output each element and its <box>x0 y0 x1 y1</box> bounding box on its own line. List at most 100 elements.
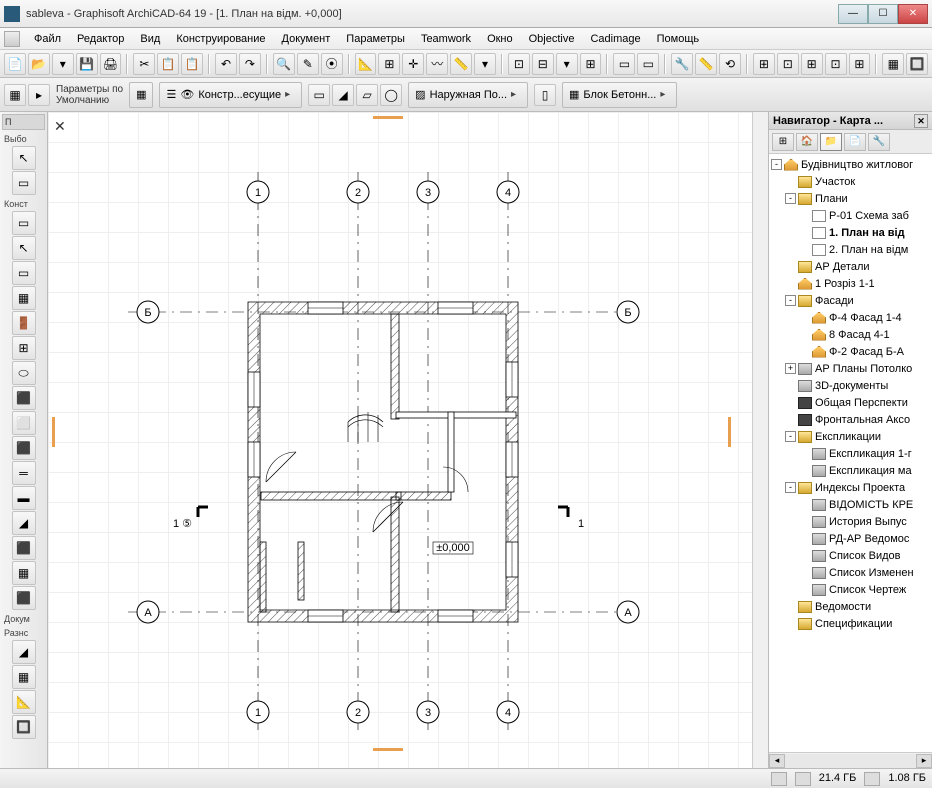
toolbar-button[interactable]: ✎ <box>297 53 319 75</box>
tool-button[interactable]: ◢ <box>12 640 36 664</box>
tree-node[interactable]: АР Детали <box>771 258 930 275</box>
tree-node[interactable]: Фронтальная Аксо <box>771 411 930 428</box>
tree-expander[interactable]: - <box>771 159 782 170</box>
tree-node[interactable]: -Фасади <box>771 292 930 309</box>
tree-expander[interactable] <box>799 227 810 238</box>
tree-expander[interactable] <box>799 210 810 221</box>
tool-button[interactable]: ⬛ <box>12 586 36 610</box>
status-icon-3[interactable] <box>864 772 880 786</box>
tree-node[interactable]: Р-01 Схема заб <box>771 207 930 224</box>
tree-expander[interactable] <box>799 533 810 544</box>
toolbar-button[interactable]: ⊞ <box>378 53 400 75</box>
toolbar-button[interactable]: 📐 <box>355 53 377 75</box>
navigator-close-button[interactable]: ✕ <box>914 114 928 128</box>
material-selector[interactable]: ▦ Блок Бетонн... ▸ <box>562 82 677 108</box>
tool-button[interactable]: ═ <box>12 461 36 485</box>
tree-node[interactable]: 1. План на від <box>771 224 930 241</box>
toolbar-button[interactable]: ⊞ <box>753 53 775 75</box>
tree-node[interactable]: Ф-2 Фасад Б-А <box>771 343 930 360</box>
tool-button[interactable]: ▭ <box>12 211 36 235</box>
tool-button[interactable]: ◢ <box>12 511 36 535</box>
tool-button[interactable]: ↖ <box>12 236 36 260</box>
toolbar-button[interactable]: ⊡ <box>777 53 799 75</box>
toolbar-button[interactable]: ▦ <box>882 53 904 75</box>
info-arrow[interactable]: ▸ <box>28 84 50 106</box>
toolbar-button[interactable]: 🔲 <box>906 53 928 75</box>
toolbar-button[interactable]: ▾ <box>474 53 496 75</box>
tree-node[interactable]: Список Чертеж <box>771 581 930 598</box>
tree-expander[interactable] <box>799 329 810 340</box>
scroll-left-button[interactable]: ◂ <box>769 754 785 768</box>
tree-node[interactable]: -Експликации <box>771 428 930 445</box>
minimize-button[interactable]: ― <box>838 4 868 24</box>
tree-node[interactable]: Участок <box>771 173 930 190</box>
scroll-right-button[interactable]: ▸ <box>916 754 932 768</box>
tree-expander[interactable] <box>799 448 810 459</box>
drawing-canvas[interactable]: ✕ 11223344ББАА±0,0001 ⑤1 <box>48 112 752 768</box>
toolbar-button[interactable]: 📏 <box>695 53 717 75</box>
status-icon-2[interactable] <box>795 772 811 786</box>
tree-expander[interactable] <box>785 176 796 187</box>
toolbar-button[interactable]: 📋 <box>181 53 203 75</box>
layer-selector[interactable]: ☰ 👁 Констр...есущие ▸ <box>159 82 302 108</box>
tree-node[interactable]: РД-АР Ведомос <box>771 530 930 547</box>
tree-expander[interactable]: - <box>785 295 796 306</box>
tree-node[interactable]: Общая Перспекти <box>771 394 930 411</box>
tree-expander[interactable]: - <box>785 431 796 442</box>
geom-2[interactable]: ◢ <box>332 84 354 106</box>
toolbar-button[interactable]: 📄 <box>4 53 26 75</box>
wall-type-selector[interactable]: ▨ Наружная По... ▸ <box>408 82 528 108</box>
navigator-hscroll[interactable]: ◂ ▸ <box>769 752 932 768</box>
tree-node[interactable]: История Выпус <box>771 513 930 530</box>
info-icon[interactable]: ▦ <box>4 84 26 106</box>
toolbar-button[interactable]: ▾ <box>556 53 578 75</box>
marquee-tool[interactable]: ▭ <box>12 171 36 195</box>
menu-cadimage[interactable]: Cadimage <box>582 30 648 48</box>
toolbar-button[interactable]: 🔍 <box>273 53 295 75</box>
tree-node[interactable]: -Плани <box>771 190 930 207</box>
tree-node[interactable]: Ведомости <box>771 598 930 615</box>
profile-button[interactable]: ▯ <box>534 84 556 106</box>
vertical-scrollbar[interactable] <box>752 112 768 768</box>
tree-node[interactable]: Список Изменен <box>771 564 930 581</box>
toolbar-button[interactable]: 📏 <box>450 53 472 75</box>
tree-node[interactable]: 3D-документы <box>771 377 930 394</box>
tool-button[interactable]: ▭ <box>12 261 36 285</box>
tool-button[interactable]: 🚪 <box>12 311 36 335</box>
menu-конструирование[interactable]: Конструирование <box>168 30 273 48</box>
tree-expander[interactable] <box>785 414 796 425</box>
menu-редактор[interactable]: Редактор <box>69 30 132 48</box>
tool-button[interactable]: 🔲 <box>12 715 36 739</box>
tree-expander[interactable]: - <box>785 193 796 204</box>
tree-node[interactable]: -Будівництво житловог <box>771 156 930 173</box>
nav-tab-3[interactable]: 📄 <box>844 133 866 151</box>
tree-expander[interactable] <box>799 516 810 527</box>
menu-параметры[interactable]: Параметры <box>338 30 413 48</box>
close-button[interactable]: ✕ <box>898 4 928 24</box>
tool-button[interactable]: ▦ <box>12 561 36 585</box>
tree-expander[interactable] <box>799 567 810 578</box>
tree-expander[interactable] <box>785 601 796 612</box>
geom-4[interactable]: ◯ <box>380 84 402 106</box>
tool-button[interactable]: ⬜ <box>12 411 36 435</box>
tree-node[interactable]: Експликация 1-г <box>771 445 930 462</box>
wall-tool-button[interactable]: ▦ <box>129 82 153 108</box>
geom-3[interactable]: ▱ <box>356 84 378 106</box>
geom-1[interactable]: ▭ <box>308 84 330 106</box>
toolbar-button[interactable]: 🖨 <box>100 53 122 75</box>
tree-expander[interactable] <box>785 380 796 391</box>
tree-expander[interactable] <box>799 312 810 323</box>
tool-button[interactable]: ⊞ <box>12 336 36 360</box>
toolbar-button[interactable]: ✛ <box>402 53 424 75</box>
tool-button[interactable]: ⬛ <box>12 386 36 410</box>
tree-expander[interactable]: + <box>785 363 796 374</box>
toolbar-button[interactable]: ✂ <box>133 53 155 75</box>
tree-node[interactable]: 8 Фасад 4-1 <box>771 326 930 343</box>
toolbar-button[interactable]: ↶ <box>215 53 237 75</box>
toolbar-button[interactable]: 💾 <box>76 53 98 75</box>
status-icon-1[interactable] <box>771 772 787 786</box>
tool-button[interactable]: ⬛ <box>12 536 36 560</box>
toolbar-button[interactable]: ↷ <box>239 53 261 75</box>
menu-файл[interactable]: Файл <box>26 30 69 48</box>
tree-expander[interactable] <box>785 278 796 289</box>
